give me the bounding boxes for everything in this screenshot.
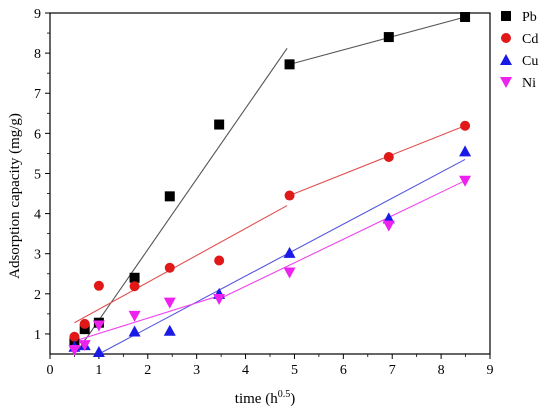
data-point-ni (213, 294, 226, 306)
x-tick-label: 4 (242, 363, 249, 378)
data-point-ni (163, 297, 176, 309)
fit-line-ni (218, 180, 466, 300)
fit-line-ni (74, 295, 220, 342)
data-point-ni (68, 344, 81, 356)
y-tick-label: 4 (34, 208, 41, 223)
x-axis-label-superscript: 0.5 (278, 389, 291, 400)
fit-line-cu (98, 158, 466, 355)
legend-label-cd: Cd (522, 32, 538, 47)
data-point-ni (382, 220, 395, 232)
data-point-cd (79, 318, 90, 329)
y-tick-label: 5 (34, 167, 41, 182)
data-point-pb (79, 324, 90, 335)
legend-marker-cu (500, 54, 512, 65)
legend-label-ni: Ni (522, 76, 536, 91)
data-point-pb (164, 191, 175, 202)
x-tick-label: 9 (487, 363, 494, 378)
data-point-cd (129, 281, 140, 292)
data-point-cd (284, 190, 295, 201)
data-point-ni (92, 320, 105, 332)
data-point-cu (283, 246, 296, 258)
fit-line-pb (289, 16, 466, 65)
legend-marker-pb (501, 11, 511, 21)
x-tick-label: 3 (193, 363, 200, 378)
y-tick-label: 2 (34, 288, 41, 303)
data-markers (68, 12, 472, 357)
fit-line-cd (289, 125, 466, 197)
x-tick-label: 0 (47, 363, 54, 378)
legend-marker-cd (501, 33, 511, 43)
x-tick-label: 7 (389, 363, 396, 378)
y-axis-label: Adsorption capacity (mg/g) (7, 113, 23, 279)
x-axis-label-close: ) (290, 391, 295, 407)
data-point-pb (214, 119, 225, 130)
x-tick-label: 1 (95, 363, 102, 378)
x-axis-label: time (h0.5) (235, 389, 295, 407)
data-point-pb (383, 32, 394, 43)
x-axis-label-main: time (h (235, 391, 278, 407)
data-point-cu (128, 325, 141, 337)
legend-label-pb: Pb (522, 10, 537, 25)
legend-marker-ni (500, 77, 512, 88)
data-point-pb (284, 59, 295, 70)
y-axis-ticks: 1 2 3 4 5 6 7 8 9 (34, 7, 50, 343)
y-tick-label: 7 (34, 87, 41, 102)
y-tick-label: 3 (34, 248, 41, 263)
legend-label-cu: Cu (522, 54, 538, 69)
data-point-cu (163, 324, 176, 336)
data-point-cd (460, 120, 471, 131)
data-point-ni (283, 267, 296, 279)
x-tick-label: 5 (291, 363, 298, 378)
plot-border (49, 12, 491, 355)
data-point-pb (129, 272, 140, 283)
fit-lines (74, 16, 466, 355)
data-point-cd (214, 255, 225, 266)
y-tick-label: 1 (34, 328, 41, 343)
data-point-cd (69, 331, 80, 342)
x-axis-ticks: 0 1 2 3 4 5 6 7 8 9 (47, 354, 494, 378)
x-tick-label: 6 (340, 363, 347, 378)
x-tick-label: 2 (144, 363, 151, 378)
fit-line-cd (74, 205, 288, 324)
data-point-ni (459, 175, 472, 187)
data-point-ni (128, 310, 141, 322)
data-point-cd (93, 280, 104, 291)
x-tick-label: 8 (438, 363, 445, 378)
plot-frame (49, 12, 491, 355)
data-point-cu (92, 345, 105, 357)
fit-line-pb (76, 47, 288, 353)
data-point-cu (459, 145, 472, 157)
y-tick-label: 8 (34, 47, 41, 62)
y-tick-label: 6 (34, 127, 41, 142)
data-point-cd (164, 262, 175, 273)
y-tick-label: 9 (34, 7, 41, 22)
legend: Pb Cd Cu Ni (500, 10, 538, 91)
data-point-pb (460, 12, 471, 23)
data-point-ni (78, 340, 91, 352)
data-point-cd (383, 152, 394, 163)
